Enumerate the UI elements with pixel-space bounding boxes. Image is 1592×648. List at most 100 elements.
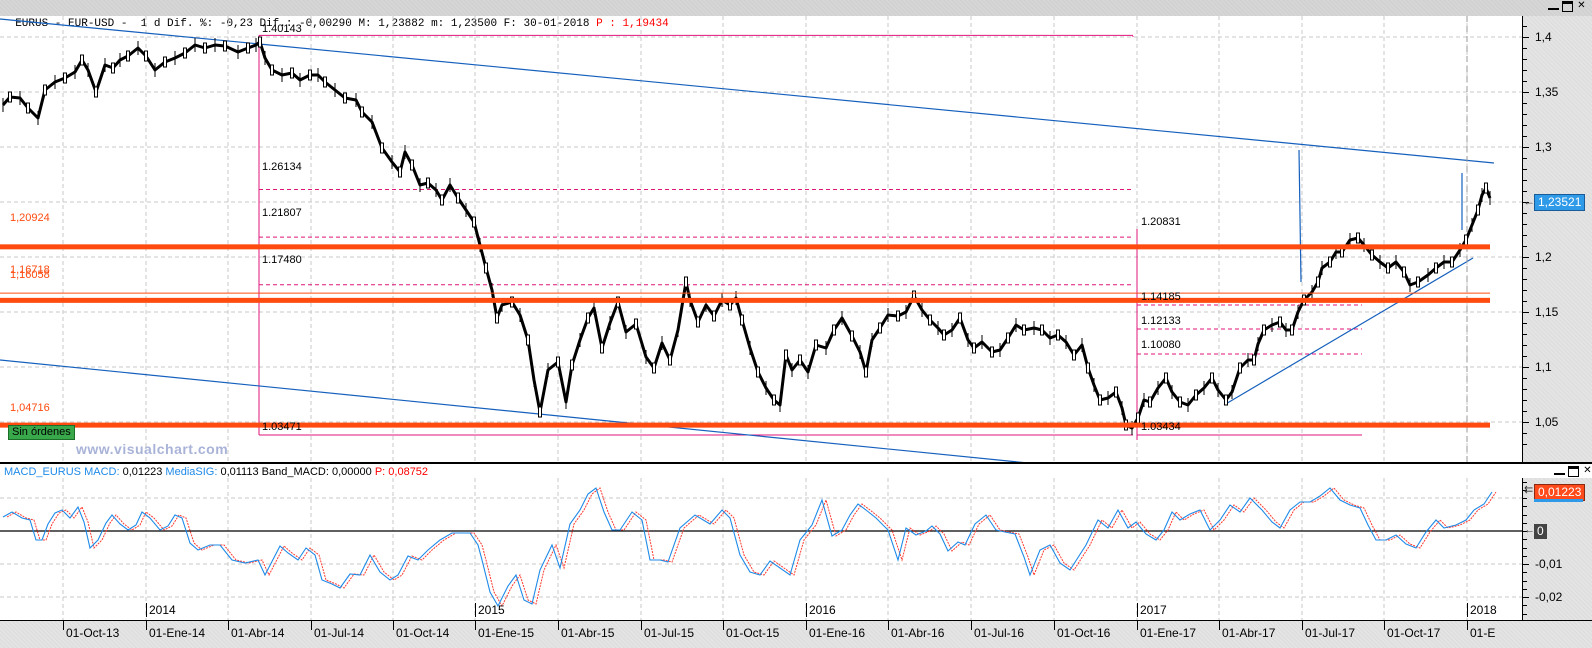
macd-value-tag: 0,01223	[1534, 484, 1586, 501]
axis-minor-tick	[1523, 92, 1527, 93]
signal-value-tag	[1534, 499, 1583, 502]
candle-body	[1072, 349, 1076, 361]
date-tick	[641, 621, 642, 630]
year-label: 2015	[475, 603, 505, 617]
candle-body	[94, 86, 98, 98]
fib-level-label: 1.17480	[262, 254, 302, 266]
candle-body	[1006, 332, 1010, 344]
maximize-icon[interactable]	[1568, 466, 1579, 477]
candle-body	[1386, 262, 1390, 274]
axis-minor-tick	[1523, 279, 1527, 280]
band-label: Band_MACD:	[261, 466, 329, 478]
date-tick	[723, 621, 724, 630]
axis-minor-tick	[1523, 246, 1527, 247]
candle-body	[1450, 256, 1454, 268]
candle-body	[556, 356, 560, 368]
date-label: 01-Ene-15	[478, 626, 535, 640]
maximize-icon[interactable]	[1562, 1, 1573, 12]
axis-minor-tick	[1523, 37, 1527, 38]
candle-body	[1328, 256, 1332, 268]
panel-divider	[0, 462, 1592, 464]
minimize-icon[interactable]	[1548, 1, 1559, 10]
axis-minor-tick	[1523, 81, 1527, 82]
candle-body	[1210, 372, 1214, 384]
candle-body	[246, 42, 250, 54]
support-level-4	[0, 422, 1490, 428]
candle-body	[756, 366, 760, 378]
axis-minor-tick	[1523, 235, 1527, 236]
axis-minor-tick	[1523, 213, 1527, 214]
macd-window-buttons: ✕	[1554, 466, 1592, 477]
axis-minor-tick	[1523, 26, 1527, 27]
date-label: 01-Oct-16	[1057, 626, 1111, 640]
fib-up-high-label: 1.20831	[1141, 216, 1181, 228]
axis-minor-tick	[1523, 498, 1527, 499]
macd-legend: MACD_EURUS MACD: 0,01223 MediaSIG: 0,011…	[4, 466, 428, 478]
axis-minor-tick	[1523, 547, 1527, 549]
candle-body	[958, 312, 962, 324]
current-price-tag: 1,23521	[1534, 194, 1586, 211]
minimize-icon[interactable]	[1554, 466, 1565, 475]
candle-body	[1278, 316, 1282, 328]
date-label: 01-Oct-17	[1387, 626, 1441, 640]
candle-body	[526, 334, 530, 346]
axis-minor-tick	[1523, 588, 1527, 590]
candle-body	[440, 194, 444, 206]
price-chart-canvas[interactable]	[0, 0, 1522, 620]
axis-minor-tick	[1523, 444, 1527, 445]
axis-minor-tick	[1523, 411, 1527, 412]
axis-minor-tick	[1523, 191, 1527, 192]
candle-body	[942, 329, 946, 341]
fib-level-label: 1.14185	[1141, 291, 1181, 303]
axis-minor-tick	[1523, 514, 1527, 516]
date-label: 01-Abr-15	[561, 626, 615, 640]
price-axis-label: 1,3	[1535, 140, 1552, 154]
date-label: 01-Abr-16	[891, 626, 945, 640]
candle-body	[1040, 324, 1044, 336]
date-tick	[63, 621, 64, 630]
axis-minor-tick	[1523, 224, 1527, 225]
orders-status-badge[interactable]: Sin órdenes	[8, 425, 75, 440]
axis-minor-tick	[1523, 572, 1527, 574]
candle-body	[343, 92, 347, 104]
axis-minor-tick	[1523, 257, 1527, 258]
candle-body	[1224, 394, 1228, 406]
close-icon[interactable]: ✕	[1583, 465, 1592, 476]
axis-minor-tick	[1523, 555, 1527, 557]
candle-body	[896, 310, 900, 322]
fib-level-label: 1.26134	[262, 161, 302, 173]
candle-body	[740, 314, 744, 326]
axis-minor-tick	[1523, 312, 1527, 313]
axis-minor-tick	[1523, 356, 1527, 357]
macd-line	[2, 487, 1493, 608]
candle-body	[600, 342, 604, 354]
date-axis[interactable]: 01-Oct-13 01-Ene-14 01-Abr-14 01-Jul-14 01-O…	[0, 620, 1592, 648]
date-tick	[311, 621, 312, 630]
year-label: 2017	[1137, 603, 1167, 617]
candle-body	[1356, 232, 1360, 244]
axis-minor-tick	[1523, 158, 1527, 159]
candle-body	[398, 166, 402, 178]
axis-minor-tick	[1523, 531, 1527, 532]
price-axis-label: 1,35	[1535, 85, 1559, 99]
candle-body	[878, 322, 882, 334]
candle-body	[495, 312, 499, 324]
axis-minor-tick	[1523, 389, 1527, 390]
candle-body	[203, 42, 207, 54]
candle-body	[456, 192, 460, 204]
close-icon[interactable]: ✕	[1577, 0, 1586, 11]
candle-body	[1194, 389, 1198, 401]
date-tick	[1302, 621, 1303, 630]
axis-minor-tick	[1523, 539, 1527, 541]
axis-minor-tick	[1523, 334, 1527, 335]
price-axis[interactable]: 1,41,351,31,251,21,151,11,05	[1522, 16, 1592, 462]
candle-body	[814, 339, 818, 351]
price-axis-label: 1,4	[1535, 30, 1552, 44]
candle-body	[990, 346, 994, 358]
date-label: 01-Ene-16	[809, 626, 866, 640]
candle-body	[1476, 204, 1480, 216]
current-price-arrow-icon: ←	[1523, 194, 1535, 208]
axis-minor-tick	[1523, 59, 1527, 60]
candle-body	[323, 76, 327, 88]
candle-body	[696, 316, 700, 328]
